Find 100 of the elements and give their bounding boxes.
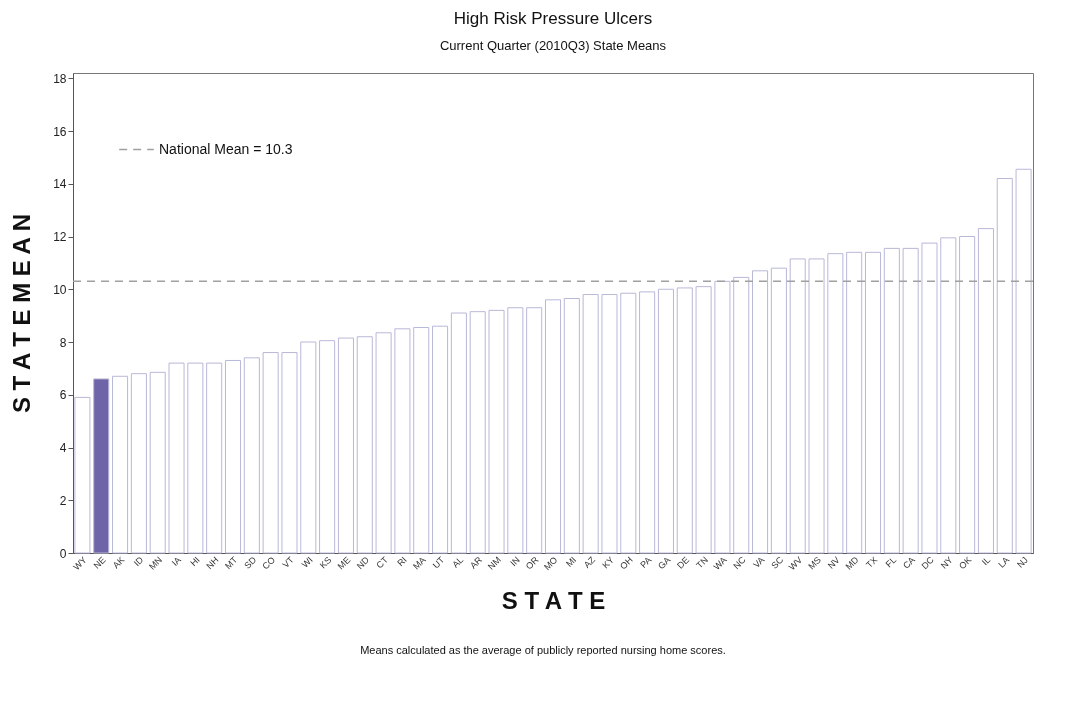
- bar: [74, 396, 91, 554]
- x-tick-label: WA: [711, 554, 729, 572]
- bar: [544, 299, 562, 554]
- bar: [112, 375, 129, 554]
- x-tick-label: MA: [410, 554, 428, 572]
- x-tick-label: FL: [883, 554, 899, 570]
- chart-subtitle: Current Quarter (2010Q3) State Means: [439, 38, 667, 54]
- bar: [526, 307, 543, 554]
- x-tick-label: CT: [374, 554, 391, 571]
- bar: [187, 362, 204, 554]
- x-tick-label: IA: [169, 554, 183, 568]
- x-tick-label: NH: [204, 554, 221, 572]
- bar: [977, 228, 994, 554]
- x-tick-label: NM: [485, 554, 503, 572]
- bar: [714, 280, 731, 554]
- bar: [356, 336, 373, 554]
- x-tick-label: MS: [806, 554, 823, 572]
- x-tick-label: NC: [731, 554, 748, 572]
- x-tick-label: GA: [656, 554, 673, 572]
- x-tick-label: HI: [188, 554, 202, 569]
- bar: [168, 362, 185, 554]
- bar: [375, 332, 392, 554]
- x-tick-label: ME: [335, 554, 353, 572]
- bar: [657, 288, 674, 554]
- x-tick-label: TX: [864, 554, 880, 571]
- bar: [789, 258, 806, 554]
- x-tick-label: IL: [979, 554, 993, 568]
- x-tick-label: AZ: [581, 554, 598, 571]
- bar: [507, 307, 524, 554]
- x-tick-label: WV: [786, 554, 805, 573]
- x-tick-label: IN: [508, 554, 522, 569]
- x-tick-label: RI: [395, 554, 409, 569]
- y-tick-label: 14: [53, 177, 67, 192]
- bar: [996, 177, 1013, 554]
- bar: [394, 328, 411, 554]
- x-tick-label: DE: [675, 554, 692, 571]
- bar: [337, 337, 354, 554]
- x-tick-label: MO: [542, 554, 560, 573]
- x-tick-label: AL: [450, 554, 466, 570]
- x-tick-label: LA: [996, 554, 1012, 570]
- x-tick-label: SD: [242, 554, 259, 571]
- y-tick-label: 2: [59, 493, 67, 508]
- bar: [281, 352, 298, 554]
- x-tick-label: MD: [843, 554, 861, 572]
- bar: [469, 311, 486, 554]
- y-axis-title: S T A T E M E A N: [8, 213, 36, 414]
- y-tick-label: 10: [53, 282, 67, 297]
- y-tick-label: 6: [59, 388, 67, 403]
- bar: [413, 327, 430, 554]
- bar: [959, 236, 976, 554]
- bar: [1015, 168, 1032, 554]
- x-tick-label: UT: [430, 554, 447, 571]
- bar: [582, 294, 599, 554]
- bar: [130, 373, 147, 554]
- x-tick-label: KS: [317, 554, 334, 571]
- x-tick-label: VT: [280, 554, 297, 571]
- bar: [940, 237, 957, 554]
- x-tick-label: MN: [147, 554, 165, 572]
- x-tick-label: CA: [901, 554, 918, 571]
- legend-label: National Mean = 10.3: [159, 140, 293, 157]
- bar: [601, 294, 618, 554]
- x-tick-label: OK: [957, 554, 974, 572]
- bar: [864, 251, 882, 554]
- x-tick-label: SC: [769, 554, 786, 571]
- x-tick-label: NJ: [1015, 554, 1030, 570]
- bar: [733, 276, 750, 554]
- bar: [488, 309, 505, 554]
- x-tick-label: WY: [71, 554, 89, 573]
- bar: [808, 258, 825, 554]
- x-tick-label: KY: [600, 554, 616, 571]
- bar: [432, 325, 449, 554]
- bar: [752, 270, 769, 554]
- x-tick-label: DC: [919, 554, 937, 572]
- x-tick-label: NV: [825, 554, 842, 571]
- x-tick-label: MT: [223, 554, 240, 572]
- bar: [695, 286, 712, 554]
- x-tick-label: NY: [938, 554, 955, 571]
- bar: [639, 291, 656, 554]
- bar: [883, 247, 900, 554]
- x-tick-label: OR: [523, 554, 541, 572]
- bar: [921, 242, 938, 554]
- bar: [300, 341, 317, 554]
- y-tick-label: 4: [59, 441, 67, 456]
- bar: [563, 297, 580, 554]
- bar: [770, 267, 787, 554]
- bar: [93, 378, 110, 554]
- bar: [262, 352, 279, 554]
- bar: [620, 292, 637, 554]
- x-tick-label: AK: [110, 554, 127, 571]
- chart-title: High Risk Pressure Ulcers: [453, 9, 653, 29]
- bar: [846, 251, 863, 554]
- bar: [206, 362, 223, 554]
- bar: [149, 371, 166, 554]
- x-tick-label: OH: [618, 554, 635, 572]
- x-tick-label: CO: [260, 554, 278, 572]
- x-tick-label: NE: [91, 554, 108, 571]
- y-tick-label: 12: [53, 230, 67, 245]
- x-tick-label: VA: [751, 554, 767, 570]
- x-tick-label: AR: [468, 554, 485, 571]
- y-tick-label: 18: [53, 71, 67, 86]
